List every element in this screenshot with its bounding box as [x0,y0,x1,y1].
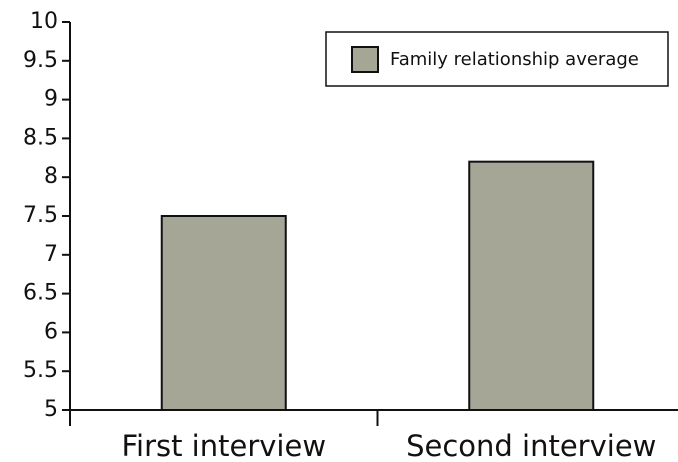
y-tick-label: 5.5 [23,358,58,383]
bar [468,160,595,411]
y-tick-label: 8 [44,164,58,189]
legend-box [325,31,669,87]
y-tick-label: 10 [30,9,58,34]
y-tick-label: 7 [44,242,58,267]
legend-label: Family relationship average [390,49,639,70]
y-tick-label: 6.5 [23,281,58,306]
y-tick-label: 9 [44,87,58,112]
x-tick-label: First interview [121,429,326,462]
y-tick-label: 8.5 [23,125,58,150]
y-tick-label: 7.5 [23,203,58,228]
y-tick-label: 6 [44,319,58,344]
y-tick-label: 5 [44,397,58,422]
y-tick-label: 9.5 [23,48,58,73]
legend-swatch [351,46,379,73]
x-tick-label: Second interview [406,429,656,462]
bar [160,215,287,411]
